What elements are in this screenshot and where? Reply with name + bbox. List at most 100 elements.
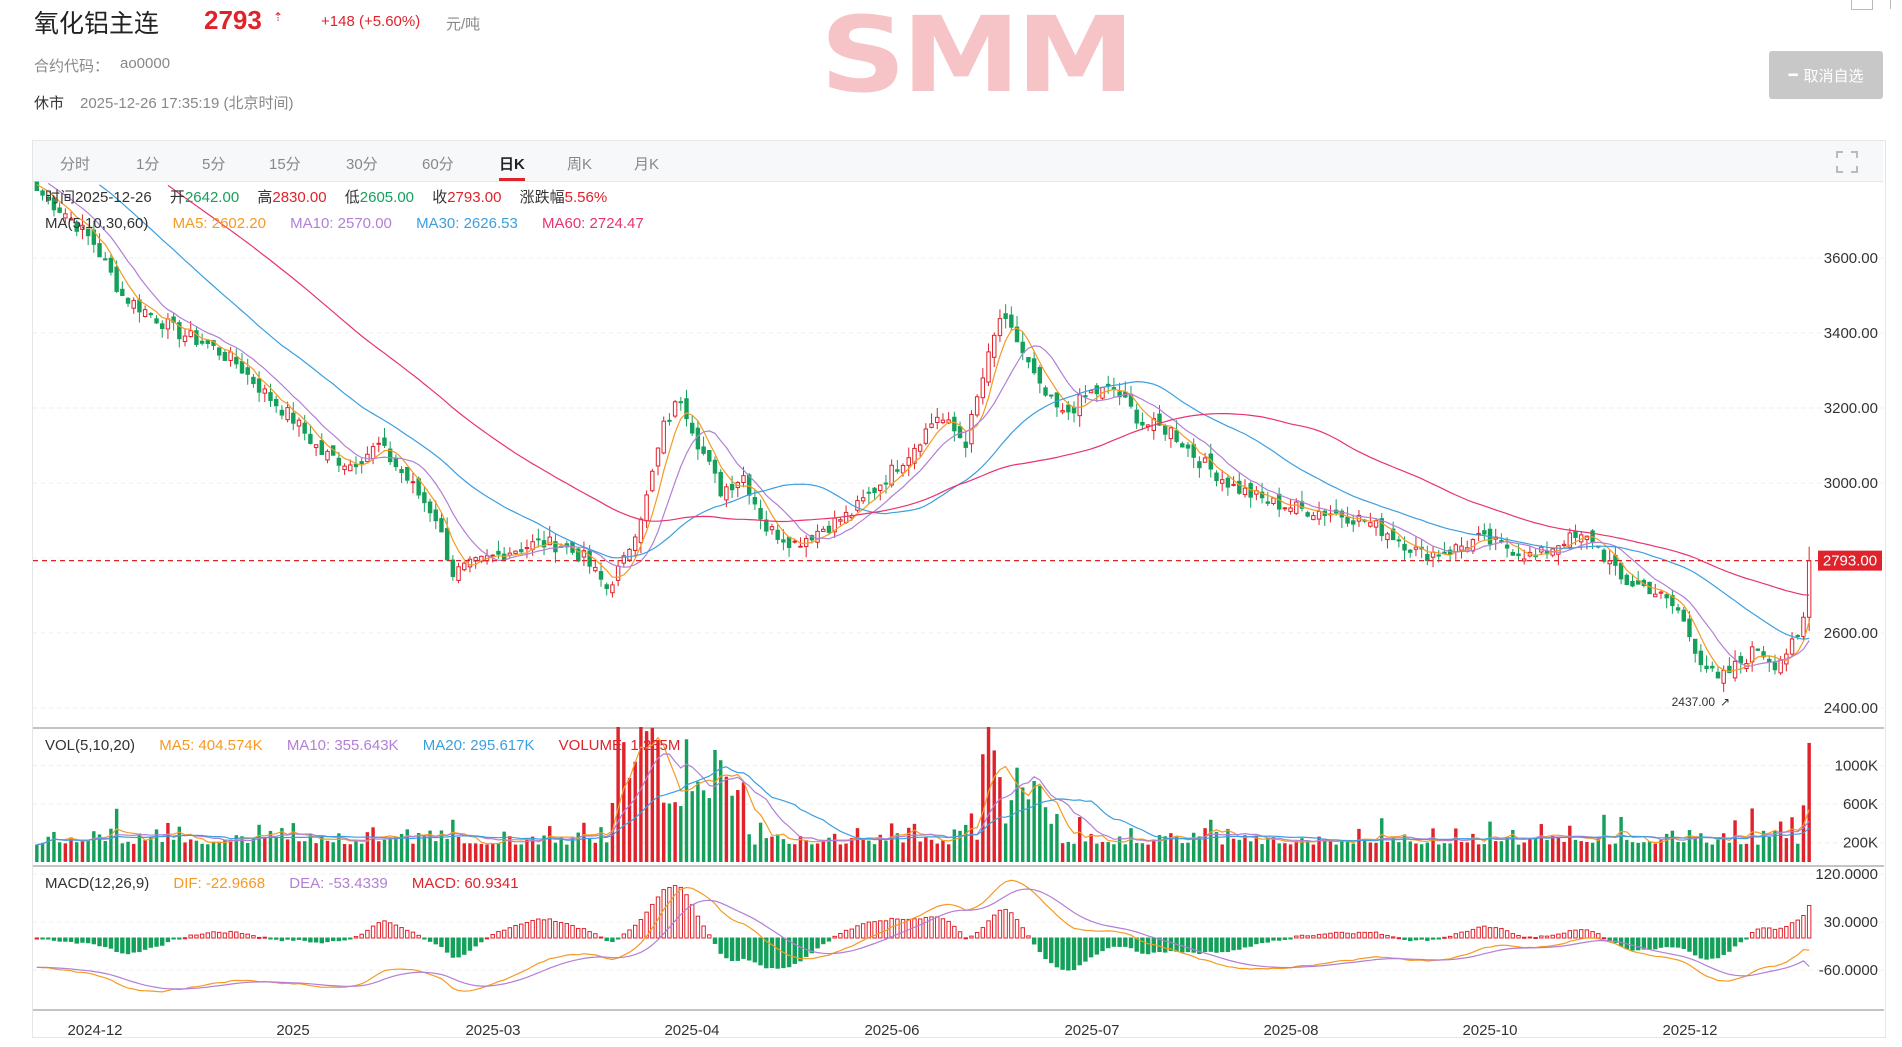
- volume-bar-down: [1009, 800, 1014, 862]
- macd-bar-up: [860, 923, 866, 939]
- macd-bar-down: [1664, 937, 1669, 948]
- candle-up: [376, 442, 381, 445]
- volume-bar-down: [1334, 844, 1338, 862]
- macd-bar-up: [923, 916, 929, 939]
- volume-bar-down: [758, 822, 763, 862]
- macd-bar-up: [1772, 928, 1778, 939]
- candle-down: [1772, 662, 1778, 671]
- macd-bar-down: [786, 937, 792, 968]
- tab-1min[interactable]: 1分: [136, 156, 160, 173]
- macd-bar-up: [1596, 933, 1601, 939]
- macd-bar-up: [1556, 933, 1561, 939]
- volume-bar-up: [855, 828, 860, 862]
- volume-bar-down: [707, 798, 712, 862]
- candle-up: [621, 555, 627, 564]
- remove-favorite-button[interactable]: ━ 取消自选: [1769, 51, 1883, 99]
- volume-bar-up: [650, 727, 655, 862]
- info-line-macd: MACD(12,26,9) DIF: -22.9668 DEA: -53.433…: [45, 875, 519, 892]
- candle-up: [524, 547, 530, 550]
- macd-bar-up: [1806, 905, 1812, 939]
- macd-bar-down: [724, 937, 729, 959]
- macd-bar-up: [1447, 935, 1453, 939]
- macd-bar-up: [405, 929, 410, 939]
- tab-5min[interactable]: 5分: [202, 156, 226, 173]
- macd-bar-up: [992, 914, 997, 939]
- macd-bar-up: [1801, 915, 1806, 939]
- volume-bar-down: [1710, 844, 1714, 862]
- ma10-line: [47, 182, 1810, 667]
- macd-bar-down: [1265, 937, 1270, 943]
- x-tick-label: 2024-12: [67, 1022, 122, 1039]
- macd-bar-down: [1425, 937, 1430, 941]
- volume-bar-up: [1522, 842, 1526, 862]
- candle-up: [1789, 638, 1795, 655]
- volume-bar-down: [1043, 807, 1048, 862]
- macd-bar-down: [97, 937, 102, 947]
- volume-bar-up: [821, 840, 825, 862]
- fullscreen-icon[interactable]: [1836, 151, 1858, 173]
- macd-bar-up: [650, 903, 655, 939]
- macd-bar-down: [439, 937, 444, 947]
- macd-bar-up: [1522, 936, 1527, 939]
- volume-bar-down: [684, 739, 689, 862]
- price-tick-label: 3000.00: [1824, 475, 1878, 492]
- volume-bar-down: [679, 806, 683, 862]
- tab-60min[interactable]: 60分: [422, 156, 454, 173]
- macd-bar-down: [325, 937, 330, 943]
- volume-bar-down: [1727, 842, 1732, 862]
- volume-bar-up: [1562, 841, 1566, 862]
- candle-down: [1715, 671, 1721, 679]
- tab-daily[interactable]: 日K: [499, 156, 525, 173]
- tab-timeshare[interactable]: 分时: [60, 156, 91, 173]
- macd-bar-down: [1698, 937, 1704, 959]
- macd-bar-up: [211, 931, 216, 939]
- volume-bar-up: [491, 843, 495, 862]
- macd-bar-up: [1470, 928, 1476, 939]
- volume-bar-down: [194, 840, 199, 862]
- candle-down: [1670, 595, 1675, 607]
- macd-bar-up: [496, 931, 501, 939]
- volume-bar-up: [513, 844, 518, 862]
- macd-bar-up: [1368, 932, 1373, 939]
- macd-bar-down: [268, 937, 273, 940]
- x-tick-label: 2025-06: [864, 1022, 919, 1039]
- volume-bar-down: [1300, 838, 1304, 862]
- macd-bar-down: [427, 937, 433, 942]
- info-line-vol: VOL(5,10,20) MA5: 404.574K MA10: 355.643…: [45, 737, 680, 754]
- macd-bar-down: [615, 937, 621, 940]
- candle-down: [895, 469, 900, 472]
- macd-bar-down: [279, 937, 285, 942]
- candle-up: [80, 224, 85, 230]
- volume-bar-down: [787, 843, 791, 862]
- macd-bar-up: [524, 921, 530, 939]
- volume-bar-up: [63, 843, 68, 862]
- candle-up: [313, 444, 319, 449]
- volume-bar-down: [223, 839, 227, 862]
- candle-down: [268, 392, 273, 401]
- candle-up: [986, 351, 991, 383]
- volume-bar-up: [1494, 841, 1498, 862]
- volume-bar-down: [1716, 839, 1720, 862]
- price-tick-label: 3600.00: [1824, 250, 1878, 267]
- macd-bar-up: [1499, 928, 1504, 939]
- collapse-icon[interactable]: [1851, 0, 1873, 10]
- macd-bar-up: [667, 886, 672, 939]
- volume-bar-up: [736, 790, 740, 862]
- tab-15min[interactable]: 15分: [269, 156, 301, 173]
- macd-bar-down: [330, 937, 336, 942]
- macd-bar-up: [393, 924, 399, 939]
- tab-monthly[interactable]: 月K: [634, 156, 660, 173]
- volume-bar-down: [1699, 833, 1703, 862]
- tab-weekly[interactable]: 周K: [567, 156, 593, 173]
- volume-bar-up: [80, 839, 85, 862]
- candle-down: [199, 340, 205, 344]
- volume-bar-up: [1801, 805, 1806, 862]
- tab-30min[interactable]: 30分: [346, 156, 378, 173]
- candle-down: [598, 571, 604, 580]
- macd-bar-up: [1561, 932, 1567, 939]
- candle-down: [1071, 406, 1077, 414]
- volume-bar-up: [508, 836, 512, 862]
- volume-bar-down: [1693, 838, 1697, 862]
- volume-bar-up: [878, 834, 882, 862]
- volume-bar-down: [1197, 836, 1202, 862]
